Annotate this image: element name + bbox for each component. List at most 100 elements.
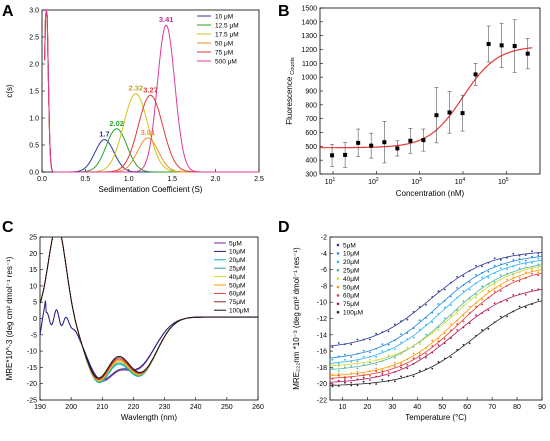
data-point-d	[387, 374, 390, 377]
data-point-d	[493, 302, 496, 305]
y-axis-label-c: MRE*10^-3 (deg cm² dmol⁻¹ res⁻¹)	[5, 256, 14, 380]
data-point-d	[493, 283, 496, 286]
data-point-d	[537, 254, 540, 257]
data-point-d	[493, 257, 496, 260]
legend-entry-c: 20μM	[229, 257, 245, 264]
data-point-d	[362, 380, 365, 383]
y-axis-label-sub-b: Counts	[290, 57, 296, 75]
legend-entry-c: 100μM	[229, 308, 249, 315]
legend-entry-d: 40μM	[343, 276, 359, 283]
data-point-d	[512, 279, 515, 282]
data-point-d	[418, 343, 421, 345]
data-point-d	[418, 369, 421, 372]
y-tick-label-a: 1.5	[29, 89, 39, 96]
data-point-d	[456, 287, 459, 289]
data-point-d	[468, 305, 471, 308]
data-point-d	[431, 331, 434, 334]
data-point-d	[412, 346, 415, 348]
data-point-d	[506, 273, 508, 276]
panel-letter-c: C	[2, 219, 14, 236]
data-point-d	[475, 334, 477, 337]
data-point-d	[531, 250, 533, 253]
legend-entry-a: 500 μM	[215, 59, 237, 66]
series-line-c	[40, 300, 258, 381]
x-tick-exponent-b: 1	[333, 177, 336, 183]
y-tick-label-d: -18	[317, 365, 327, 372]
data-point-d	[362, 349, 365, 352]
data-point-d	[475, 293, 477, 296]
data-point-d	[493, 290, 496, 293]
data-point-d	[425, 368, 427, 370]
fit-line-d	[329, 265, 543, 367]
data-point-d	[468, 322, 471, 325]
data-point-b	[421, 138, 426, 143]
data-point-d	[481, 303, 484, 306]
data-point-d	[443, 357, 446, 360]
data-point-d	[344, 353, 346, 356]
data-point-d	[468, 281, 471, 284]
y-axis-label-main-b: Fluorescence	[285, 76, 294, 125]
data-point-d	[393, 370, 396, 373]
x-tick-label-d: 20	[364, 404, 372, 411]
data-point-d	[406, 338, 409, 341]
y-tick-label-c: 20	[29, 251, 37, 258]
data-point-d	[387, 370, 390, 373]
y-tick-label-d: -12	[317, 316, 327, 323]
data-point-d	[362, 355, 365, 358]
x-tick-label-d: 30	[388, 404, 396, 411]
data-point-d	[425, 352, 427, 355]
data-point-d	[518, 257, 521, 260]
legend-marker-d	[336, 252, 340, 255]
x-tick-label-c: 200	[65, 404, 77, 411]
y-tick-label-c: 0	[33, 316, 37, 323]
data-point-d	[350, 356, 353, 358]
data-point-d	[537, 274, 540, 277]
data-point-d	[369, 374, 371, 377]
data-point-d	[381, 373, 384, 375]
data-point-d	[406, 375, 409, 378]
data-point-d	[425, 317, 427, 319]
data-point-d	[425, 333, 427, 336]
data-point-d	[475, 273, 477, 276]
data-point-d	[506, 315, 508, 318]
y-tick-label-a: 0.5	[29, 143, 39, 150]
x-tick-label-c: 210	[96, 404, 108, 411]
data-point-d	[537, 271, 540, 274]
data-point-d	[406, 318, 409, 321]
data-point-b	[499, 43, 504, 48]
data-point-d	[537, 263, 540, 266]
y-tick-label-a: 2.5	[29, 35, 39, 42]
data-point-d	[506, 256, 508, 259]
x-tick-exponent-b: 2	[376, 177, 379, 183]
data-point-d	[499, 278, 502, 281]
data-point-d	[468, 342, 471, 345]
data-point-d	[468, 269, 471, 272]
data-point-d	[356, 352, 359, 355]
x-tick-label-a: 0.0	[37, 176, 47, 183]
y-tick-label-b: 1100	[302, 61, 317, 68]
legend-marker-d	[336, 285, 340, 289]
data-point-d	[393, 348, 396, 351]
data-point-d	[512, 276, 515, 279]
data-point-d	[412, 327, 415, 330]
data-point-d	[350, 343, 353, 346]
series-line-c	[40, 237, 258, 384]
data-point-d	[337, 355, 340, 358]
data-point-d	[431, 321, 434, 324]
data-point-d	[344, 358, 346, 361]
data-point-d	[524, 263, 527, 265]
data-point-d	[456, 309, 459, 312]
data-point-d	[344, 381, 346, 384]
data-point-d	[531, 272, 533, 275]
y-tick-label-d: -2	[321, 235, 327, 242]
data-point-d	[375, 383, 378, 385]
data-point-d	[487, 270, 490, 273]
data-point-d	[362, 374, 365, 377]
data-point-d	[400, 362, 402, 365]
chart-c: 190 200 210 220 230 240 250 260 -25 -20 -15 -10 -5 0 5…	[5, 235, 264, 423]
data-point-d	[499, 300, 502, 303]
legend-entry-a: 17.5 μM	[215, 32, 239, 39]
data-point-d	[462, 314, 465, 317]
data-point-d	[462, 304, 465, 307]
